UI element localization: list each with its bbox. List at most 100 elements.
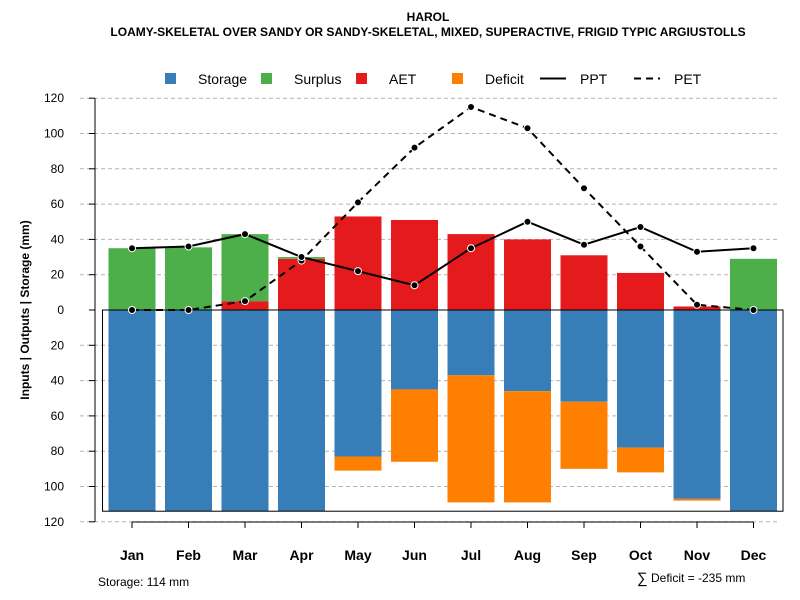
deficit-summary: Deficit = -235 mm (651, 571, 745, 585)
pet-line (132, 105, 754, 311)
aet-bar (334, 216, 382, 310)
ppt-point (297, 253, 306, 262)
surplus-bar (108, 248, 156, 310)
y-tick-label: 40 (51, 232, 65, 246)
legend-label-ppt: PPT (580, 71, 608, 87)
bars (102, 216, 784, 512)
pet-point (523, 124, 532, 133)
x-tick-label: Apr (289, 547, 314, 563)
ppt-point (636, 223, 645, 232)
x-tick-label: Sep (571, 547, 597, 563)
y-tick-label: 20 (51, 338, 65, 352)
pet-point (184, 306, 193, 314)
ppt-point (128, 244, 136, 253)
ppt-point (693, 247, 701, 256)
deficit-sum-icon: ∑ (637, 570, 648, 587)
legend-label-pet: PET (674, 71, 702, 87)
y-axis: 120 100 80 60 40 20 0 20 40 60 80 100 120 (44, 91, 96, 529)
aet-bar (617, 272, 664, 310)
y-tick-label: 100 (44, 127, 64, 141)
ppt-point (184, 242, 193, 251)
x-tick-label: Nov (684, 547, 711, 563)
deficit-bar (617, 447, 664, 473)
storage-bar (391, 310, 438, 390)
x-tick-label: Dec (741, 547, 767, 563)
legend-swatch-deficit (452, 73, 463, 84)
storage-bar (108, 310, 156, 512)
y-tick-label: 80 (51, 444, 65, 458)
surplus-bar (165, 247, 212, 310)
x-tick-label: Jan (120, 547, 144, 563)
y-tick-label: 60 (51, 197, 65, 211)
legend: Storage Surplus AET Deficit PPT PET (165, 71, 702, 87)
storage-bar (617, 310, 664, 448)
chart-title: HAROL (407, 10, 450, 24)
aet-bar (504, 239, 551, 310)
storage-bar (334, 310, 382, 457)
ppt-point (241, 230, 249, 239)
pet-point (636, 242, 645, 251)
x-tick-label: Aug (514, 547, 541, 563)
y-tick-label: 40 (51, 374, 65, 388)
x-tick-label: Oct (629, 547, 653, 563)
y-tick-label: 0 (57, 303, 64, 317)
deficit-bar (673, 498, 721, 501)
pet-point (354, 198, 362, 207)
aet-bar (278, 258, 325, 310)
storage-bar (165, 310, 212, 512)
pet-point (241, 297, 249, 306)
x-tick-label: Jul (461, 547, 481, 563)
legend-swatch-storage (165, 73, 176, 84)
y-tick-label: 80 (51, 162, 65, 176)
storage-bar (560, 310, 608, 402)
storage-bar (730, 310, 777, 512)
storage-bar (278, 310, 325, 512)
x-tick-label: Mar (233, 547, 258, 563)
pet-point (467, 103, 475, 112)
y-axis-title: Inputs | Outputs | Storage (mm) (18, 220, 32, 399)
legend-label-deficit: Deficit (485, 71, 524, 87)
y-tick-label: 120 (44, 515, 64, 529)
surplus-bar (730, 258, 777, 310)
lines (128, 103, 758, 314)
x-tick-label: Jun (402, 547, 427, 563)
x-tick-label: Feb (176, 547, 201, 563)
ppt-point (467, 244, 475, 253)
storage-bar (447, 310, 495, 376)
legend-label-surplus: Surplus (294, 71, 341, 87)
storage-summary: Storage: 114 mm (98, 575, 189, 589)
legend-label-storage: Storage (198, 71, 247, 87)
chart-subtitle: LOAMY-SKELETAL OVER SANDY OR SANDY-SKELE… (110, 25, 745, 39)
pet-point (410, 143, 419, 152)
y-tick-label: 20 (51, 268, 65, 282)
x-axis: Jan Feb Mar Apr May Jun Jul Aug Sep Oct Nov Dec (120, 521, 767, 563)
storage-bar (221, 310, 269, 512)
y-tick-label: 100 (44, 480, 64, 494)
pet-point (749, 306, 758, 314)
deficit-bar (504, 391, 551, 503)
storage-bar (504, 310, 551, 392)
pet-point (580, 184, 588, 193)
pet-point (693, 300, 701, 309)
ppt-point (354, 267, 362, 276)
deficit-bar (391, 389, 438, 462)
y-tick-label: 120 (44, 91, 64, 105)
legend-label-aet: AET (389, 71, 417, 87)
pet-point (128, 306, 136, 314)
ppt-point (410, 281, 419, 290)
deficit-bar (334, 456, 382, 471)
ppt-point (749, 244, 758, 253)
x-tick-label: May (344, 547, 371, 563)
deficit-bar (447, 375, 495, 503)
ppt-point (523, 217, 532, 226)
y-tick-label: 60 (51, 409, 65, 423)
ppt-point (580, 240, 588, 249)
deficit-bar (560, 401, 608, 469)
aet-bar (221, 301, 269, 310)
surplus-bar (221, 234, 269, 302)
aet-bar (391, 219, 438, 310)
storage-bar (673, 310, 721, 499)
aet-bar (560, 255, 608, 310)
ppt-line (131, 220, 754, 287)
